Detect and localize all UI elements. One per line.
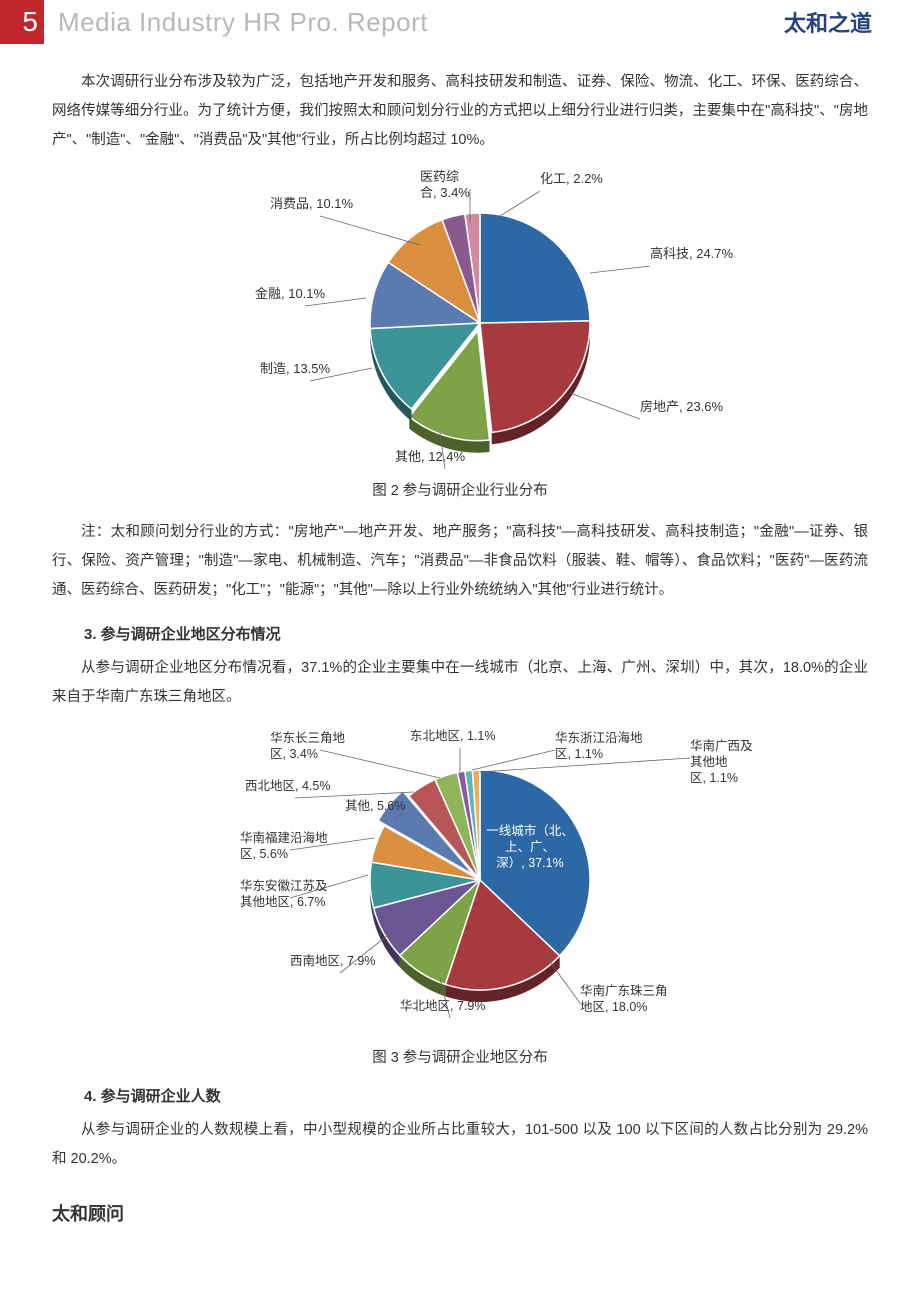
pie-label: 合, 3.4% — [420, 185, 470, 200]
section3-paragraph: 从参与调研企业地区分布情况看，37.1%的企业主要集中在一线城市（北京、上海、广… — [52, 654, 868, 712]
pie-chart-region: 华东长三角地区, 3.4%东北地区, 1.1%华东浙江沿海地区, 1.1%华南广… — [110, 720, 810, 1040]
report-title: Media Industry HR Pro. Report — [58, 7, 784, 38]
intro-paragraph: 本次调研行业分布涉及较为广泛，包括地产开发和服务、高科技研发和制造、证券、保险、… — [52, 68, 868, 155]
pie-label: 金融, 10.1% — [255, 286, 326, 301]
pie-label: 华东浙江沿海地 — [555, 730, 643, 745]
pie-label: 东北地区, 1.1% — [410, 729, 495, 743]
pie-chart-industry: 医药综合, 3.4% 化工, 2.2% 消费品, 10.1% 高科技, 24.7% 金融… — [120, 163, 800, 473]
pie-label: 区, 5.6% — [240, 847, 288, 861]
pie-label: 华南福建沿海地 — [240, 830, 328, 845]
region-pie-chart: 华东长三角地区, 3.4%东北地区, 1.1%华东浙江沿海地区, 1.1%华南广… — [52, 720, 868, 1067]
header-brand: 太和之道 — [784, 6, 872, 38]
pie-label: 西南地区, 7.9% — [290, 953, 375, 968]
pie-label: 房地产, 23.6% — [640, 399, 724, 414]
pie-label: 高科技, 24.7% — [650, 246, 734, 261]
page-number: 5 — [0, 0, 44, 44]
section4-heading: 4. 参与调研企业人数 — [84, 1085, 868, 1106]
pie-label: 医药综 — [420, 169, 459, 184]
note-paragraph: 注：太和顾问划分行业的方式："房地产"—地产开发、地产服务；"高科技"—高科技研… — [52, 518, 868, 605]
chart1-caption: 图 2 参与调研企业行业分布 — [372, 479, 548, 500]
pie-label: 其他, 5.6% — [345, 799, 405, 813]
pie-label: 消费品, 10.1% — [270, 196, 354, 211]
chart2-caption: 图 3 参与调研企业地区分布 — [372, 1046, 548, 1067]
pie-label: 其他地 — [690, 755, 728, 769]
pie-label: 区, 3.4% — [270, 747, 318, 761]
pie-inner-label: 一线城市（北、 — [486, 823, 574, 838]
pie-label: 华南广东珠三角 — [580, 983, 668, 998]
pie-label: 华东安徽江苏及 — [240, 878, 328, 893]
section3-heading: 3. 参与调研企业地区分布情况 — [84, 623, 868, 644]
pie-label: 其他地区, 6.7% — [240, 895, 325, 909]
pie-label: 西北地区, 4.5% — [245, 779, 330, 793]
page-header: 5 Media Industry HR Pro. Report 太和之道 — [0, 0, 920, 44]
pie-label: 华北地区, 7.9% — [400, 998, 485, 1013]
pie-inner-label: 上、广、 — [505, 840, 555, 854]
pie-label: 化工, 2.2% — [540, 171, 603, 186]
industry-pie-chart: 医药综合, 3.4% 化工, 2.2% 消费品, 10.1% 高科技, 24.7% 金融… — [52, 163, 868, 500]
pie-label: 华东长三角地 — [270, 730, 346, 745]
section4-paragraph: 从参与调研企业的人数规模上看，中小型规模的企业所占比重较大，101-500 以及… — [52, 1116, 868, 1174]
pie-inner-label: 深）, 37.1% — [496, 856, 563, 870]
pie-slice — [480, 213, 590, 323]
footer-brand: 太和顾问 — [0, 1182, 920, 1226]
pie-label: 地区, 18.0% — [580, 1000, 647, 1014]
pie-label: 区, 1.1% — [690, 771, 738, 785]
pie-label: 其他, 12.4% — [395, 449, 466, 464]
pie-label: 区, 1.1% — [555, 747, 603, 761]
pie-label: 华南广西及 — [690, 738, 753, 753]
pie-slice — [480, 321, 590, 432]
pie-label: 制造, 13.5% — [260, 361, 331, 376]
